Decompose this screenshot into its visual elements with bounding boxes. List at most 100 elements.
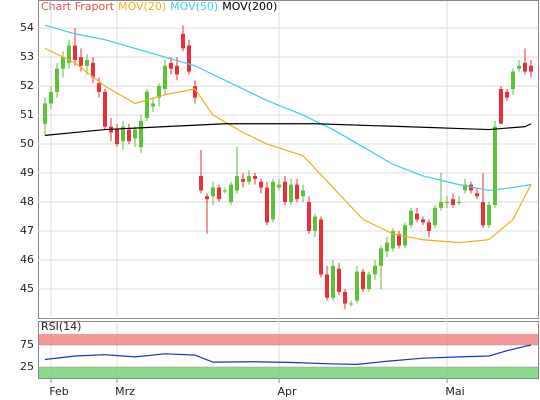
candle-body [457,202,461,204]
candle-body [211,187,215,197]
rsi-band [39,367,538,378]
candle-body [277,184,281,188]
y-tick-label: 50 [20,137,34,150]
candle-body [283,181,287,203]
chart-title: Chart Fraport [41,0,115,13]
candle-body [373,265,377,275]
candle-body [151,103,155,107]
candle-body [229,184,233,203]
x-tick-label: Mai [445,385,464,398]
candle-body [355,271,359,301]
candle-body [79,57,83,66]
candle-body [43,103,47,124]
candle-body [325,274,329,298]
candle-body [199,175,203,191]
candle-body [319,219,323,275]
candle-body [217,187,221,200]
candle-body [337,268,341,292]
candle-body [397,233,401,246]
moving-average [44,47,532,244]
legend-entry: MOV(50) [170,0,218,13]
candle-body [505,91,509,98]
candle-body [367,274,371,290]
candle-body [145,91,149,118]
candle-body [121,126,125,142]
candle-body [307,202,311,232]
moving-average [44,123,532,136]
candle-body [73,45,77,60]
candle-body [475,193,479,197]
candle-body [517,65,521,69]
candle-body [493,126,497,205]
candle-body [391,231,395,249]
candle-body [451,199,455,205]
candle-body [295,184,299,200]
candle-body [487,204,491,226]
candle-body [289,184,293,203]
y-tick-label: 45 [20,282,34,295]
legend: Chart Fraport MOV(20) MOV(50) MOV(200) [41,0,277,13]
candle-body [163,65,167,89]
candle-body [313,216,317,232]
rsi-title: RSI(14) [41,320,81,333]
candle-body [403,225,407,246]
candle-body [61,57,65,69]
x-tick-label: Apr [277,385,297,398]
moving-average [44,24,532,192]
candle-body [481,202,485,226]
rsi-band [39,334,538,345]
candle-body [427,222,431,232]
y-tick-label: 25 [20,360,34,373]
legend-entry: MOV(200) [222,0,277,13]
candle-body [301,190,305,197]
candle-body [181,33,185,49]
candle-body [511,71,515,89]
candle-body [67,45,71,63]
candle-body [421,219,425,223]
y-tick-label: 47 [20,224,34,237]
y-tick-label: 46 [20,253,34,266]
candle-body [433,207,437,226]
candle-body [127,129,131,142]
candle-body [187,45,191,72]
candle-body [331,265,335,298]
candle-body [91,62,95,78]
candle-body [529,65,533,72]
candle-body [115,129,119,145]
y-tick-label: 54 [20,21,34,34]
y-tick-label: 49 [20,166,34,179]
legend: Chart Fraport MOV(20) MOV(50) MOV(200) [41,0,277,13]
rsi-line [44,344,532,365]
y-tick-label: 75 [20,338,34,351]
candle-body [349,303,353,305]
y-tick-label: 51 [20,108,34,121]
legend-entry: MOV(20) [118,0,166,13]
candle-body [259,181,263,188]
candle-body [103,91,107,127]
x-tick-label: Mrz [115,385,135,398]
candle-body [97,83,101,92]
candle-body [157,86,161,98]
candle-body [271,181,275,220]
candle-body [523,62,527,72]
candle-body [343,291,347,304]
candle-body [49,91,53,104]
candle-body [385,242,389,252]
candle-body [253,175,257,179]
candle-body [445,202,449,204]
candle-body [175,65,179,75]
candle-body [409,210,413,226]
candle-body [463,184,467,191]
candle-body [265,187,269,223]
candle-body [241,178,245,182]
y-tick-label: 52 [20,79,34,92]
candle-body [193,86,197,98]
y-tick-label: 53 [20,50,34,63]
price-panel [38,0,539,319]
candle-body [415,213,419,220]
candle-body [223,190,227,192]
candle-body [169,62,173,69]
candle-body [379,248,383,266]
candle-body [499,88,503,124]
